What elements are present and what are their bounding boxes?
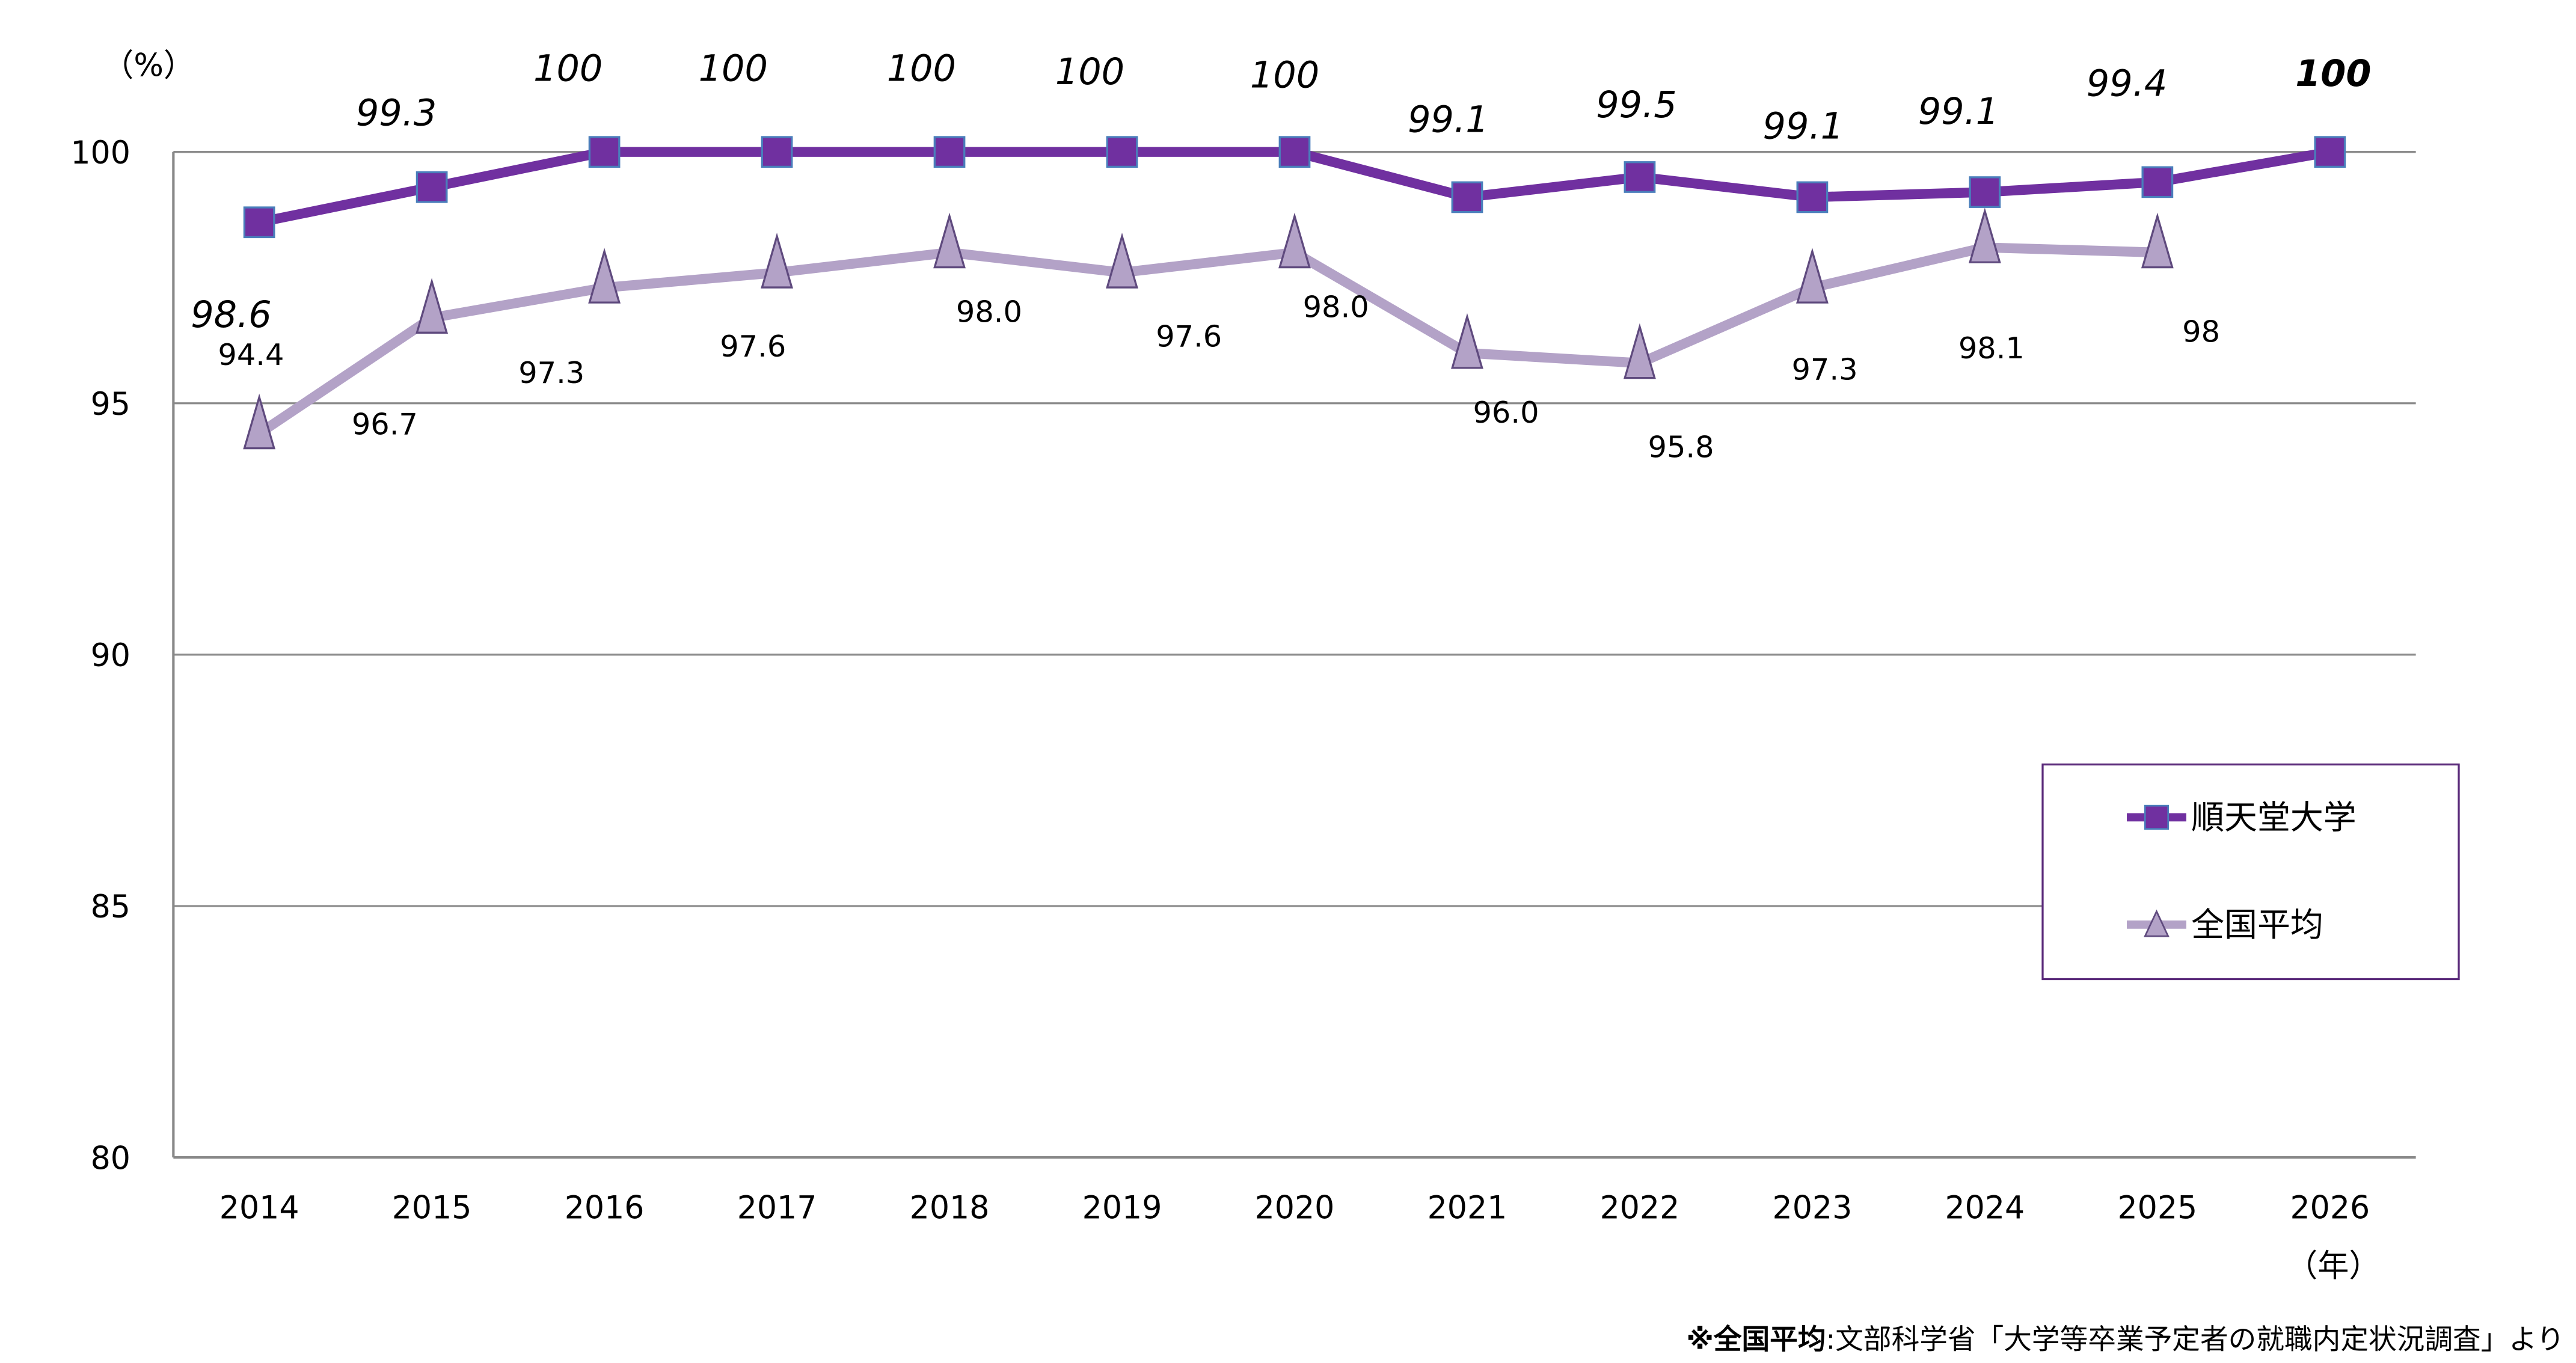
marker-square [761,136,793,168]
y-tick-label: 80 [91,1141,130,1177]
data-label-national: 97.3 [1791,352,1857,387]
data-label-univ: 100 [887,48,956,90]
data-label-univ: 99.3 [356,93,437,135]
marker-square [243,206,275,239]
x-axis-unit-label: （年） [2286,1248,2380,1284]
marker-triangle [1106,233,1138,289]
marker-square [2314,136,2346,168]
marker-triangle [1968,207,2001,263]
marker-square [1969,176,2001,208]
x-tick-label: 2014 [219,1190,299,1227]
x-tick-label: 2022 [1600,1190,1680,1227]
marker-triangle [2141,212,2174,269]
marker-square [1624,161,1656,193]
legend: 順天堂大学 全国平均 [2041,763,2460,981]
legend-box [2041,763,2460,981]
data-label-univ: 99.1 [1918,91,1999,133]
data-label-national: 98 [2182,314,2220,349]
data-label-national: 97.6 [720,329,786,364]
data-label-univ: 100 [1250,55,1319,97]
data-label-univ: 99.4 [2087,63,2168,105]
data-label-univ: 100 [533,48,603,90]
x-tick-label: 2017 [737,1190,817,1227]
label-background [1753,99,1853,149]
data-label-national: 96.0 [1473,395,1539,430]
y-tick-label: 95 [91,387,130,423]
marker-square [1278,136,1311,168]
data-label-univ: 100 [2295,53,2371,95]
data-label-national: 98.0 [956,295,1022,329]
data-label-univ: 100 [699,48,768,90]
marker-triangle [588,248,621,304]
x-tick-label: 2026 [2290,1190,2370,1227]
marker-square [1796,181,1829,213]
legend-marker-square-icon [2144,804,2170,830]
marker-triangle [1278,212,1311,269]
data-label-national: 97.3 [518,355,584,390]
y-tick-labels: 80 85 90 95 100 [70,135,130,1177]
marker-square [933,136,966,168]
data-label-national: 98.0 [1303,289,1369,324]
marker-square [416,171,448,203]
marker-triangle [1624,323,1656,379]
data-label-national: 94.4 [218,337,284,372]
data-label-univ: 99.1 [1763,106,1844,148]
legend-label-univ: 順天堂大学 [2191,798,2357,837]
x-tick-labels: 2014 2015 2016 2017 2018 2019 2020 2021 2022 2023… [219,1190,2370,1227]
footnote-text: :文部科学省「大学等卒業予定者の就職内定状況調査」より [1826,1324,2565,1356]
legend-label-national: 全国平均 [2191,905,2323,944]
marker-triangle [933,212,966,269]
marker-square [2141,166,2174,198]
marker-square [1106,136,1138,168]
marker-triangle [1451,313,1483,369]
data-label-univ: 99.5 [1596,84,1677,126]
x-tick-label: 2025 [2117,1190,2197,1227]
x-tick-label: 2020 [1255,1190,1335,1227]
y-tick-label: 100 [70,135,130,171]
marker-triangle [243,393,276,450]
marker-square [1451,181,1483,213]
data-labels: 98.6 99.3 100 100 100 100 100 99.1 99.5 99.1 99.1 9… [191,48,2371,465]
x-tick-label: 2024 [1945,1190,2025,1227]
footnote-bold: ※全国平均 [1686,1324,1826,1356]
series-group [243,136,2346,450]
data-label-national: 96.7 [352,406,418,441]
data-label-national: 98.1 [1958,331,2025,366]
y-tick-label: 85 [91,889,130,925]
footnote: ※全国平均:文部科学省「大学等卒業予定者の就職内定状況調査」より [1686,1324,2564,1356]
x-tick-label: 2021 [1428,1190,1507,1227]
y-tick-label: 90 [91,638,130,674]
marker-triangle [761,233,793,289]
marker-square [588,136,621,168]
series-line-national [256,242,2158,438]
x-tick-label: 2019 [1082,1190,1162,1227]
data-label-national: 95.8 [1648,430,1714,465]
y-axis-unit-label: （%） [102,47,195,84]
marker-triangle [1796,248,1829,304]
x-tick-label: 2015 [392,1190,472,1227]
data-label-univ: 100 [1055,51,1124,93]
marker-triangle [416,278,449,334]
x-tick-label: 2018 [910,1190,990,1227]
x-tick-label: 2016 [565,1190,645,1227]
data-label-univ: 99.1 [1408,99,1489,141]
legend-marker-triangle-icon [2144,909,2170,937]
x-tick-label: 2023 [1773,1190,1853,1227]
data-label-univ: 98.6 [191,294,272,336]
data-label-national: 97.6 [1156,319,1222,354]
